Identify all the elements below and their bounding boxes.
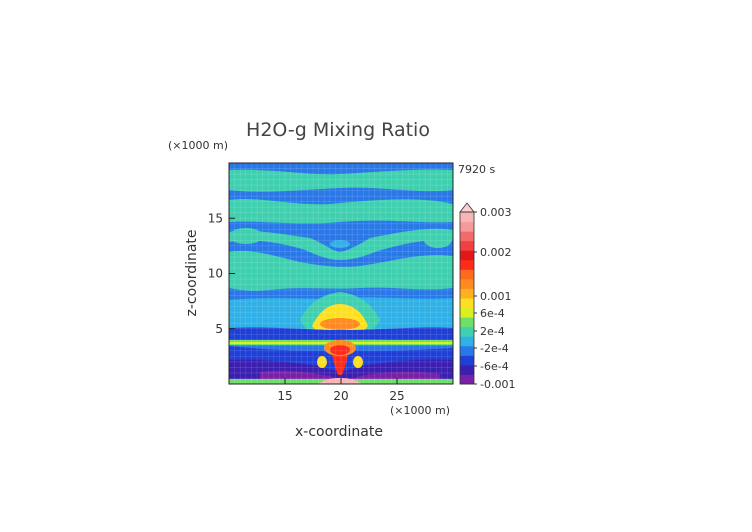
colorbar-swatch: [460, 231, 474, 242]
y-tick-label: 10: [208, 267, 223, 281]
blob-right-green: [424, 232, 452, 248]
colorbar-frame: [459, 211, 475, 385]
plume-red-core: [330, 345, 350, 355]
plume-yellow-right: [353, 356, 363, 368]
colorbar-extend-triangle: [459, 202, 475, 213]
y-tick-label: 5: [215, 322, 223, 336]
chart-title: H2O-g Mixing Ratio: [246, 119, 430, 141]
y-axis-ticks: 5 10 15: [208, 211, 235, 336]
colorbar-swatch: [460, 355, 474, 366]
colorbar-label: 0.001: [480, 290, 512, 303]
y-unit-label: (×1000 m): [168, 139, 228, 152]
colorbar-label: 2e-4: [480, 325, 505, 338]
x-tick-label: 20: [333, 389, 348, 403]
colorbar-swatch: [460, 326, 474, 337]
heatmap-field: [229, 163, 453, 384]
bottom-white-bump: [318, 378, 362, 384]
colorbar: 0.003 0.002 0.001 6e-4 2e-4 -2e-4 -6e-4 -0.001: [459, 202, 515, 391]
colorbar-label: -0.001: [480, 378, 515, 391]
colorbar-swatch: [460, 374, 474, 385]
colorbar-label: 0.002: [480, 246, 512, 259]
colorbar-swatch: [460, 259, 474, 270]
colorbar-swatch: [460, 288, 474, 299]
colorbar-swatch: [460, 317, 474, 328]
x-axis-ticks: 15 20 25: [277, 378, 405, 403]
colorbar-swatch: [460, 212, 474, 223]
x-unit-label: (×1000 m): [390, 404, 450, 417]
plume-orange-top: [320, 318, 360, 330]
plume-yellow-left: [317, 356, 327, 368]
band-mid-green: [229, 250, 453, 291]
colorbar-label: 0.003: [480, 206, 512, 219]
y-axis-label: z-coordinate: [184, 229, 200, 316]
colorbar-swatch: [460, 250, 474, 261]
band-upper-green: [229, 199, 453, 224]
colorbar-swatch: [460, 221, 474, 232]
colorbar-swatch: [460, 307, 474, 318]
x-tick-label: 15: [277, 389, 292, 403]
colorbar-swatch: [460, 336, 474, 347]
band-top-green: [229, 169, 453, 192]
colorbar-label: 6e-4: [480, 307, 505, 320]
colorbar-swatch: [460, 345, 474, 356]
colorbar-swatch: [460, 269, 474, 280]
blob-center-cyan: [330, 240, 350, 248]
grid-lines: [229, 163, 453, 384]
y-tick-label: 15: [208, 211, 223, 225]
time-label: 7920 s: [458, 163, 495, 176]
blob-left-green: [229, 228, 263, 244]
colorbar-swatch: [460, 364, 474, 375]
x-axis-label: x-coordinate: [295, 424, 383, 440]
colorbar-swatch: [460, 240, 474, 251]
band-dark-blue-1: [229, 327, 453, 341]
colorbar-label: -6e-4: [480, 360, 509, 373]
colorbar-swatch: [460, 278, 474, 289]
colorbar-swatch: [460, 298, 474, 309]
band-arc-green: [229, 228, 453, 260]
x-tick-label: 25: [389, 389, 404, 403]
colorbar-label: -2e-4: [480, 342, 509, 355]
